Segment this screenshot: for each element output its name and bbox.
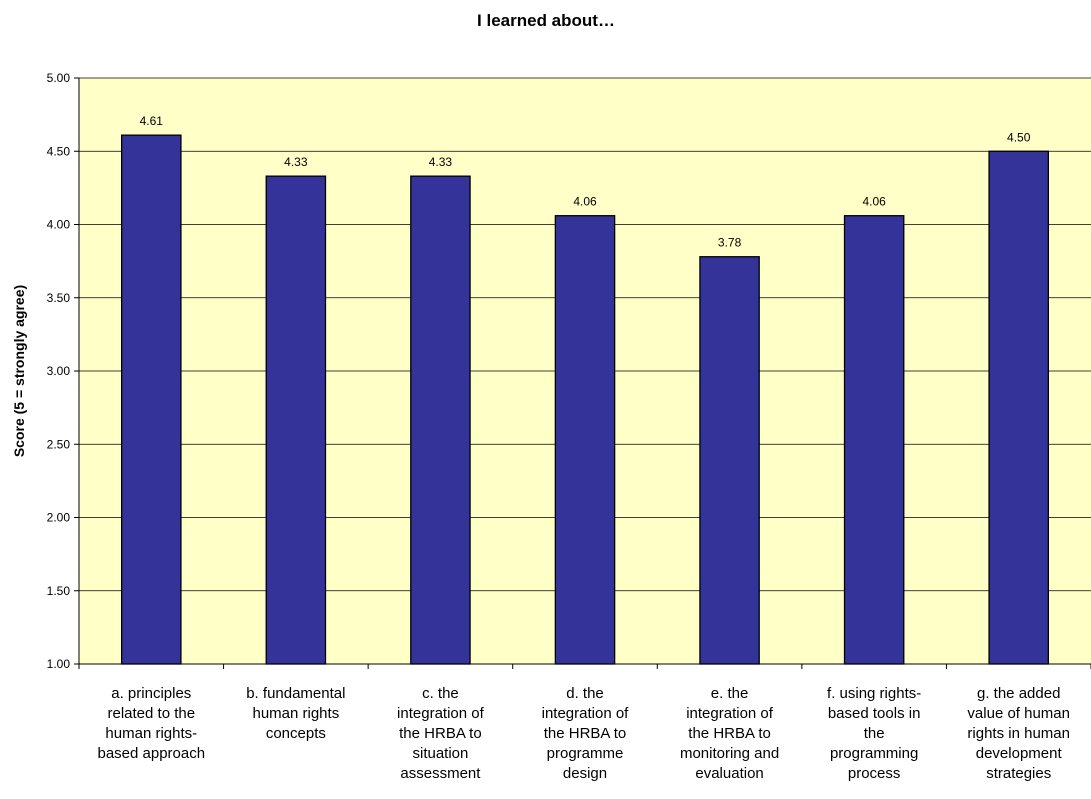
x-category-label: development [976,745,1063,762]
y-tick-label: 3.00 [47,364,71,378]
bar-value-label: 4.33 [284,155,308,169]
bar-value-label: 4.06 [573,195,597,209]
x-category-label: human rights- [105,725,197,742]
x-category-label: the [864,725,885,742]
x-category-label: based approach [97,745,205,762]
x-category-label: b. fundamental [246,685,345,702]
y-tick-label: 1.00 [47,657,71,671]
x-category-label: the HRBA to [688,725,771,742]
bar [120,134,182,665]
x-category-label: human rights [252,705,339,722]
bar-value-label: 4.33 [429,155,453,169]
x-category-label: related to the [108,705,196,722]
x-category-label: situation [412,745,468,762]
bar [699,256,760,665]
chart-title: I learned about… [477,11,615,30]
x-category-label: f. using rights- [827,685,921,702]
x-category-label: integration of [542,705,630,722]
x-category-label: d. the [566,685,604,702]
x-category-label: programming [830,745,918,762]
bar [410,175,471,665]
y-tick-label: 3.50 [47,291,71,305]
bar-value-label: 4.06 [862,195,886,209]
y-tick-label: 4.50 [47,144,71,158]
y-tick-label: 2.50 [47,437,71,451]
y-tick-label: 5.00 [47,71,71,85]
x-category-label: value of human [967,705,1070,722]
x-category-label: a. principles [111,685,191,702]
bar [265,175,327,665]
x-category-label: strategies [986,765,1051,782]
x-category-label: g. the added [977,685,1060,702]
x-category-label: design [563,765,607,782]
x-category-label: integration of [397,705,485,722]
x-category-label: integration of [686,705,774,722]
bar [843,215,905,665]
bar-value-label: 4.61 [140,114,164,128]
x-category-label: process [848,765,901,782]
x-category-label: the HRBA to [399,725,482,742]
bar-value-label: 4.50 [1007,130,1031,144]
bar [554,215,616,665]
x-category-label: c. the [422,685,459,702]
x-category-label: evaluation [695,765,763,782]
bar-value-label: 3.78 [718,236,742,250]
x-category-label: concepts [266,725,326,742]
x-category-label: monitoring and [680,745,779,762]
y-axis-label: Score (5 = strongly agree) [11,285,27,457]
x-category-label: the HRBA to [544,725,627,742]
y-tick-label: 2.00 [47,511,71,525]
x-category-label: assessment [400,765,481,782]
x-category-label: rights in human [967,725,1070,742]
x-category-label: based tools in [828,705,921,722]
x-category-label: programme [547,745,624,762]
y-tick-label: 4.00 [47,218,71,232]
y-tick-label: 1.50 [47,584,71,598]
x-category-label: e. the [711,685,749,702]
bar [988,150,1050,665]
